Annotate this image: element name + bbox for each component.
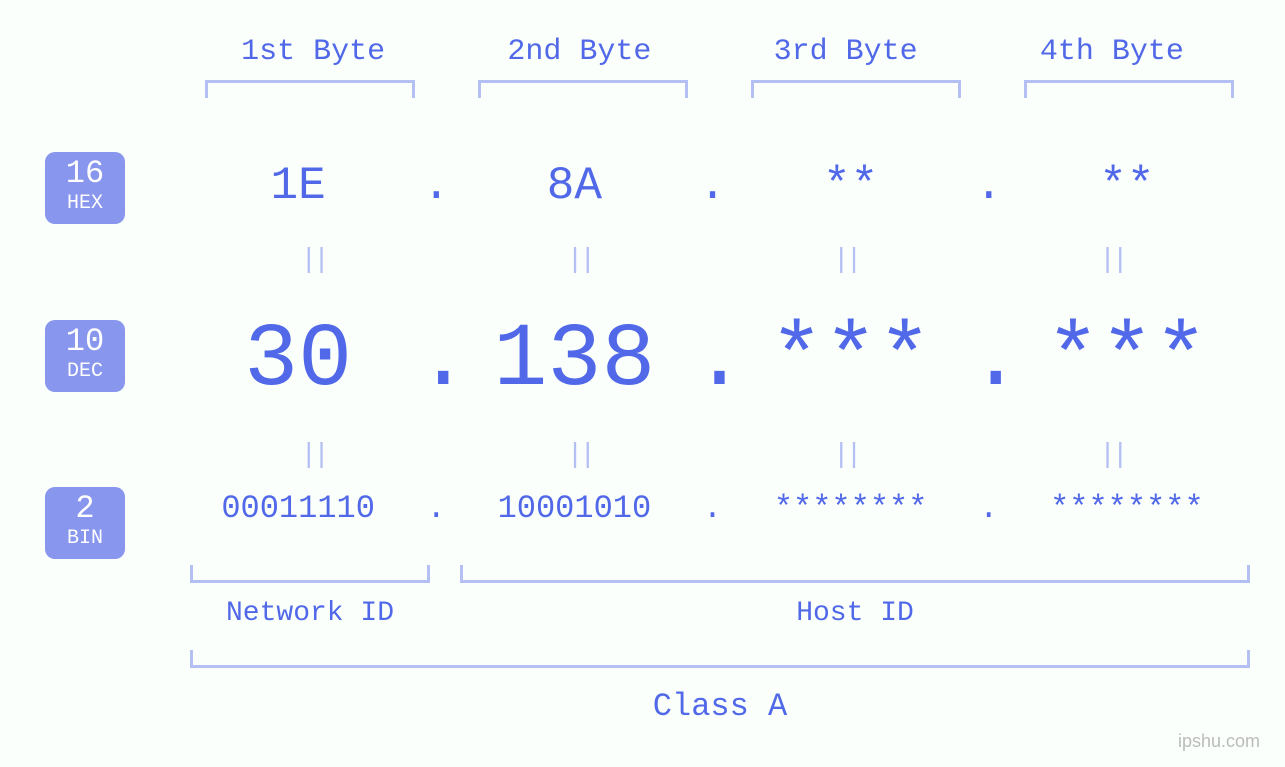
bin-sep-2: . — [693, 490, 733, 527]
base-badge-dec: 10 DEC — [45, 320, 125, 392]
dec-sep-3: . — [969, 310, 1009, 412]
hex-byte-1: 1E — [180, 160, 416, 212]
bracket-byte-2 — [478, 80, 688, 98]
network-id-label: Network ID — [190, 598, 430, 629]
dec-byte-2: 138 — [456, 310, 692, 412]
hex-byte-4: ** — [1009, 160, 1245, 212]
bracket-class — [190, 650, 1250, 668]
equals-icon: || — [180, 440, 446, 471]
hex-row: 1E . 8A . ** . ** — [180, 160, 1245, 212]
dec-byte-1: 30 — [180, 310, 416, 412]
byte-label-1: 1st Byte — [180, 35, 446, 69]
equals-icon: || — [446, 245, 712, 276]
base-badge-hex: 16 HEX — [45, 152, 125, 224]
base-badge-bin: 2 BIN — [45, 487, 125, 559]
byte-label-2: 2nd Byte — [446, 35, 712, 69]
base-badge-dec-num: 10 — [45, 326, 125, 358]
bin-byte-2: 10001010 — [456, 490, 692, 527]
equals-icon: || — [180, 245, 446, 276]
bracket-network-id — [190, 565, 430, 583]
host-id-label: Host ID — [460, 598, 1250, 629]
equals-icon: || — [979, 440, 1245, 471]
dec-byte-3: *** — [733, 310, 969, 412]
bin-byte-1: 00011110 — [180, 490, 416, 527]
dec-byte-4: *** — [1009, 310, 1245, 412]
base-badge-hex-label: HEX — [45, 192, 125, 216]
dec-sep-1: . — [416, 310, 456, 412]
bracket-host-id — [460, 565, 1250, 583]
bracket-byte-4 — [1024, 80, 1234, 98]
byte-label-4: 4th Byte — [979, 35, 1245, 69]
bin-byte-4: ******** — [1009, 490, 1245, 527]
class-label: Class A — [190, 688, 1250, 725]
base-badge-hex-num: 16 — [45, 158, 125, 190]
bin-sep-1: . — [416, 490, 456, 527]
hex-byte-2: 8A — [456, 160, 692, 212]
bracket-byte-1 — [205, 80, 415, 98]
bin-sep-3: . — [969, 490, 1009, 527]
hex-sep-2: . — [693, 160, 733, 212]
equals-icon: || — [979, 245, 1245, 276]
hex-byte-3: ** — [733, 160, 969, 212]
equals-row-hex-dec: || || || || — [180, 245, 1245, 276]
ip-diagram: 1st Byte 2nd Byte 3rd Byte 4th Byte 16 H… — [0, 0, 1285, 767]
base-badge-bin-num: 2 — [45, 493, 125, 525]
hex-sep-3: . — [969, 160, 1009, 212]
byte-column-labels: 1st Byte 2nd Byte 3rd Byte 4th Byte — [180, 35, 1245, 69]
bin-byte-3: ******** — [733, 490, 969, 527]
bin-row: 00011110 . 10001010 . ******** . *******… — [180, 490, 1245, 527]
equals-icon: || — [713, 245, 979, 276]
base-badge-bin-label: BIN — [45, 527, 125, 551]
dec-row: 30 . 138 . *** . *** — [180, 310, 1245, 412]
equals-icon: || — [446, 440, 712, 471]
attribution: ipshu.com — [1178, 731, 1260, 752]
byte-label-3: 3rd Byte — [713, 35, 979, 69]
base-badge-dec-label: DEC — [45, 360, 125, 384]
equals-icon: || — [713, 440, 979, 471]
dec-sep-2: . — [693, 310, 733, 412]
equals-row-dec-bin: || || || || — [180, 440, 1245, 471]
hex-sep-1: . — [416, 160, 456, 212]
bracket-byte-3 — [751, 80, 961, 98]
